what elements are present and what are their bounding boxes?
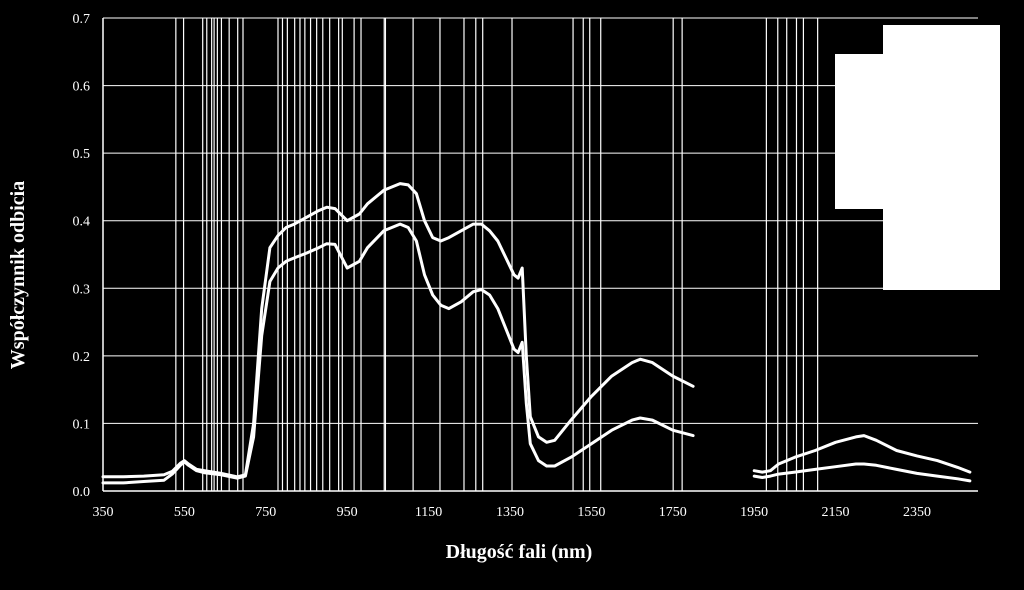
y-tick-label-0: 0.0 bbox=[73, 485, 91, 500]
series-1-segment-0 bbox=[101, 222, 695, 485]
x-tick-label-1: 550 bbox=[174, 505, 195, 520]
x-tick-label-3: 950 bbox=[337, 505, 358, 520]
y-tick-label-6: 0.6 bbox=[73, 80, 91, 95]
y-tick-label-7: 0.7 bbox=[73, 12, 91, 27]
y-tick-label-5: 0.5 bbox=[73, 147, 91, 162]
x-tick-label-10: 2350 bbox=[903, 505, 931, 520]
x-tick-label-2: 750 bbox=[255, 505, 276, 520]
series-0-segment-0 bbox=[101, 182, 695, 479]
x-tick-labels: 350 550 750 950 1150 1350 1550 1750 1950 2150 2350 bbox=[93, 505, 931, 520]
legend bbox=[835, 25, 1000, 290]
x-tick-label-6: 1550 bbox=[577, 505, 605, 520]
y-tick-label-3: 0.3 bbox=[73, 282, 91, 297]
x-tick-label-0: 350 bbox=[93, 505, 114, 520]
y-axis-title: Współczynnik odbicia bbox=[7, 181, 29, 369]
x-tick-label-9: 2150 bbox=[822, 505, 850, 520]
x-tick-label-4: 1150 bbox=[415, 505, 442, 520]
horizontal-gridlines bbox=[103, 17, 978, 424]
legend-box-left bbox=[835, 54, 885, 209]
x-tick-label-8: 1950 bbox=[740, 505, 768, 520]
y-tick-label-1: 0.1 bbox=[73, 417, 91, 432]
x-tick-label-5: 1350 bbox=[496, 505, 524, 520]
x-tick-label-7: 1750 bbox=[659, 505, 687, 520]
x-axis-title: Długość fali (nm) bbox=[446, 541, 593, 563]
series-0-segment-1 bbox=[752, 434, 972, 474]
series-1-segment-1 bbox=[752, 462, 972, 483]
y-tick-label-2: 0.2 bbox=[73, 350, 91, 365]
band-lines bbox=[175, 18, 819, 491]
y-tick-labels: 0.0 0.1 0.2 0.3 0.4 0.5 0.6 0.7 bbox=[73, 12, 91, 500]
series-lines bbox=[101, 182, 972, 485]
y-tick-label-4: 0.4 bbox=[73, 215, 91, 230]
axes bbox=[102, 18, 978, 492]
legend-box-right bbox=[883, 25, 1000, 290]
